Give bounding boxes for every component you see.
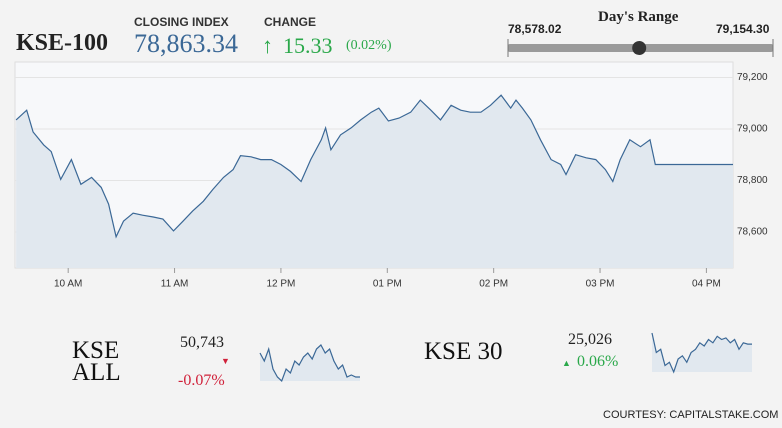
range-low: 78,578.02: [508, 22, 562, 36]
mini-name: KSE 30: [424, 338, 503, 365]
courtesy: COURTESY: CAPITALSTAKE.COM: [603, 409, 779, 421]
y-tick-label: 79,000: [737, 124, 768, 135]
change-arrow: ↑: [262, 33, 273, 58]
area: [16, 95, 734, 268]
mini-price: 25,026: [568, 331, 612, 348]
y-tick-label: 78,800: [737, 175, 768, 186]
area: [652, 333, 752, 372]
x-tick-label: 03 PM: [586, 279, 615, 290]
x-tick-label: 01 PM: [373, 279, 402, 290]
mini-name: KSE ALL: [72, 337, 121, 386]
x-tick-label: 11 AM: [161, 279, 189, 290]
mini-price: 50,743: [180, 334, 224, 351]
mini-change: 0.06%: [577, 353, 619, 370]
y-tick-label: 79,200: [737, 72, 768, 83]
mini-arrow: ▼: [221, 356, 230, 366]
x-tick-label: 12 PM: [266, 279, 295, 290]
mini-arrow: ▲: [562, 358, 571, 368]
change-label: CHANGE: [264, 15, 317, 29]
line: [15, 94, 733, 239]
mini-change: -0.07%: [178, 372, 225, 389]
closing-label: CLOSING INDEX: [134, 15, 229, 29]
line: [259, 344, 360, 383]
closing-index: 78,863.34: [134, 29, 238, 58]
area: [260, 345, 360, 381]
line: [651, 332, 752, 374]
x-tick-label: 10 AM: [54, 279, 82, 290]
symbol: KSE-100: [16, 30, 109, 56]
x-tick-label: 04 PM: [692, 279, 721, 290]
change-pct: (0.02%): [346, 38, 392, 53]
x-tick-label: 02 PM: [479, 279, 508, 290]
change: 15.33: [283, 33, 333, 58]
range-title: Day's Range: [598, 9, 679, 25]
range-marker: [632, 41, 647, 55]
range-high: 79,154.30: [716, 22, 770, 36]
y-tick-label: 78,600: [737, 227, 768, 238]
